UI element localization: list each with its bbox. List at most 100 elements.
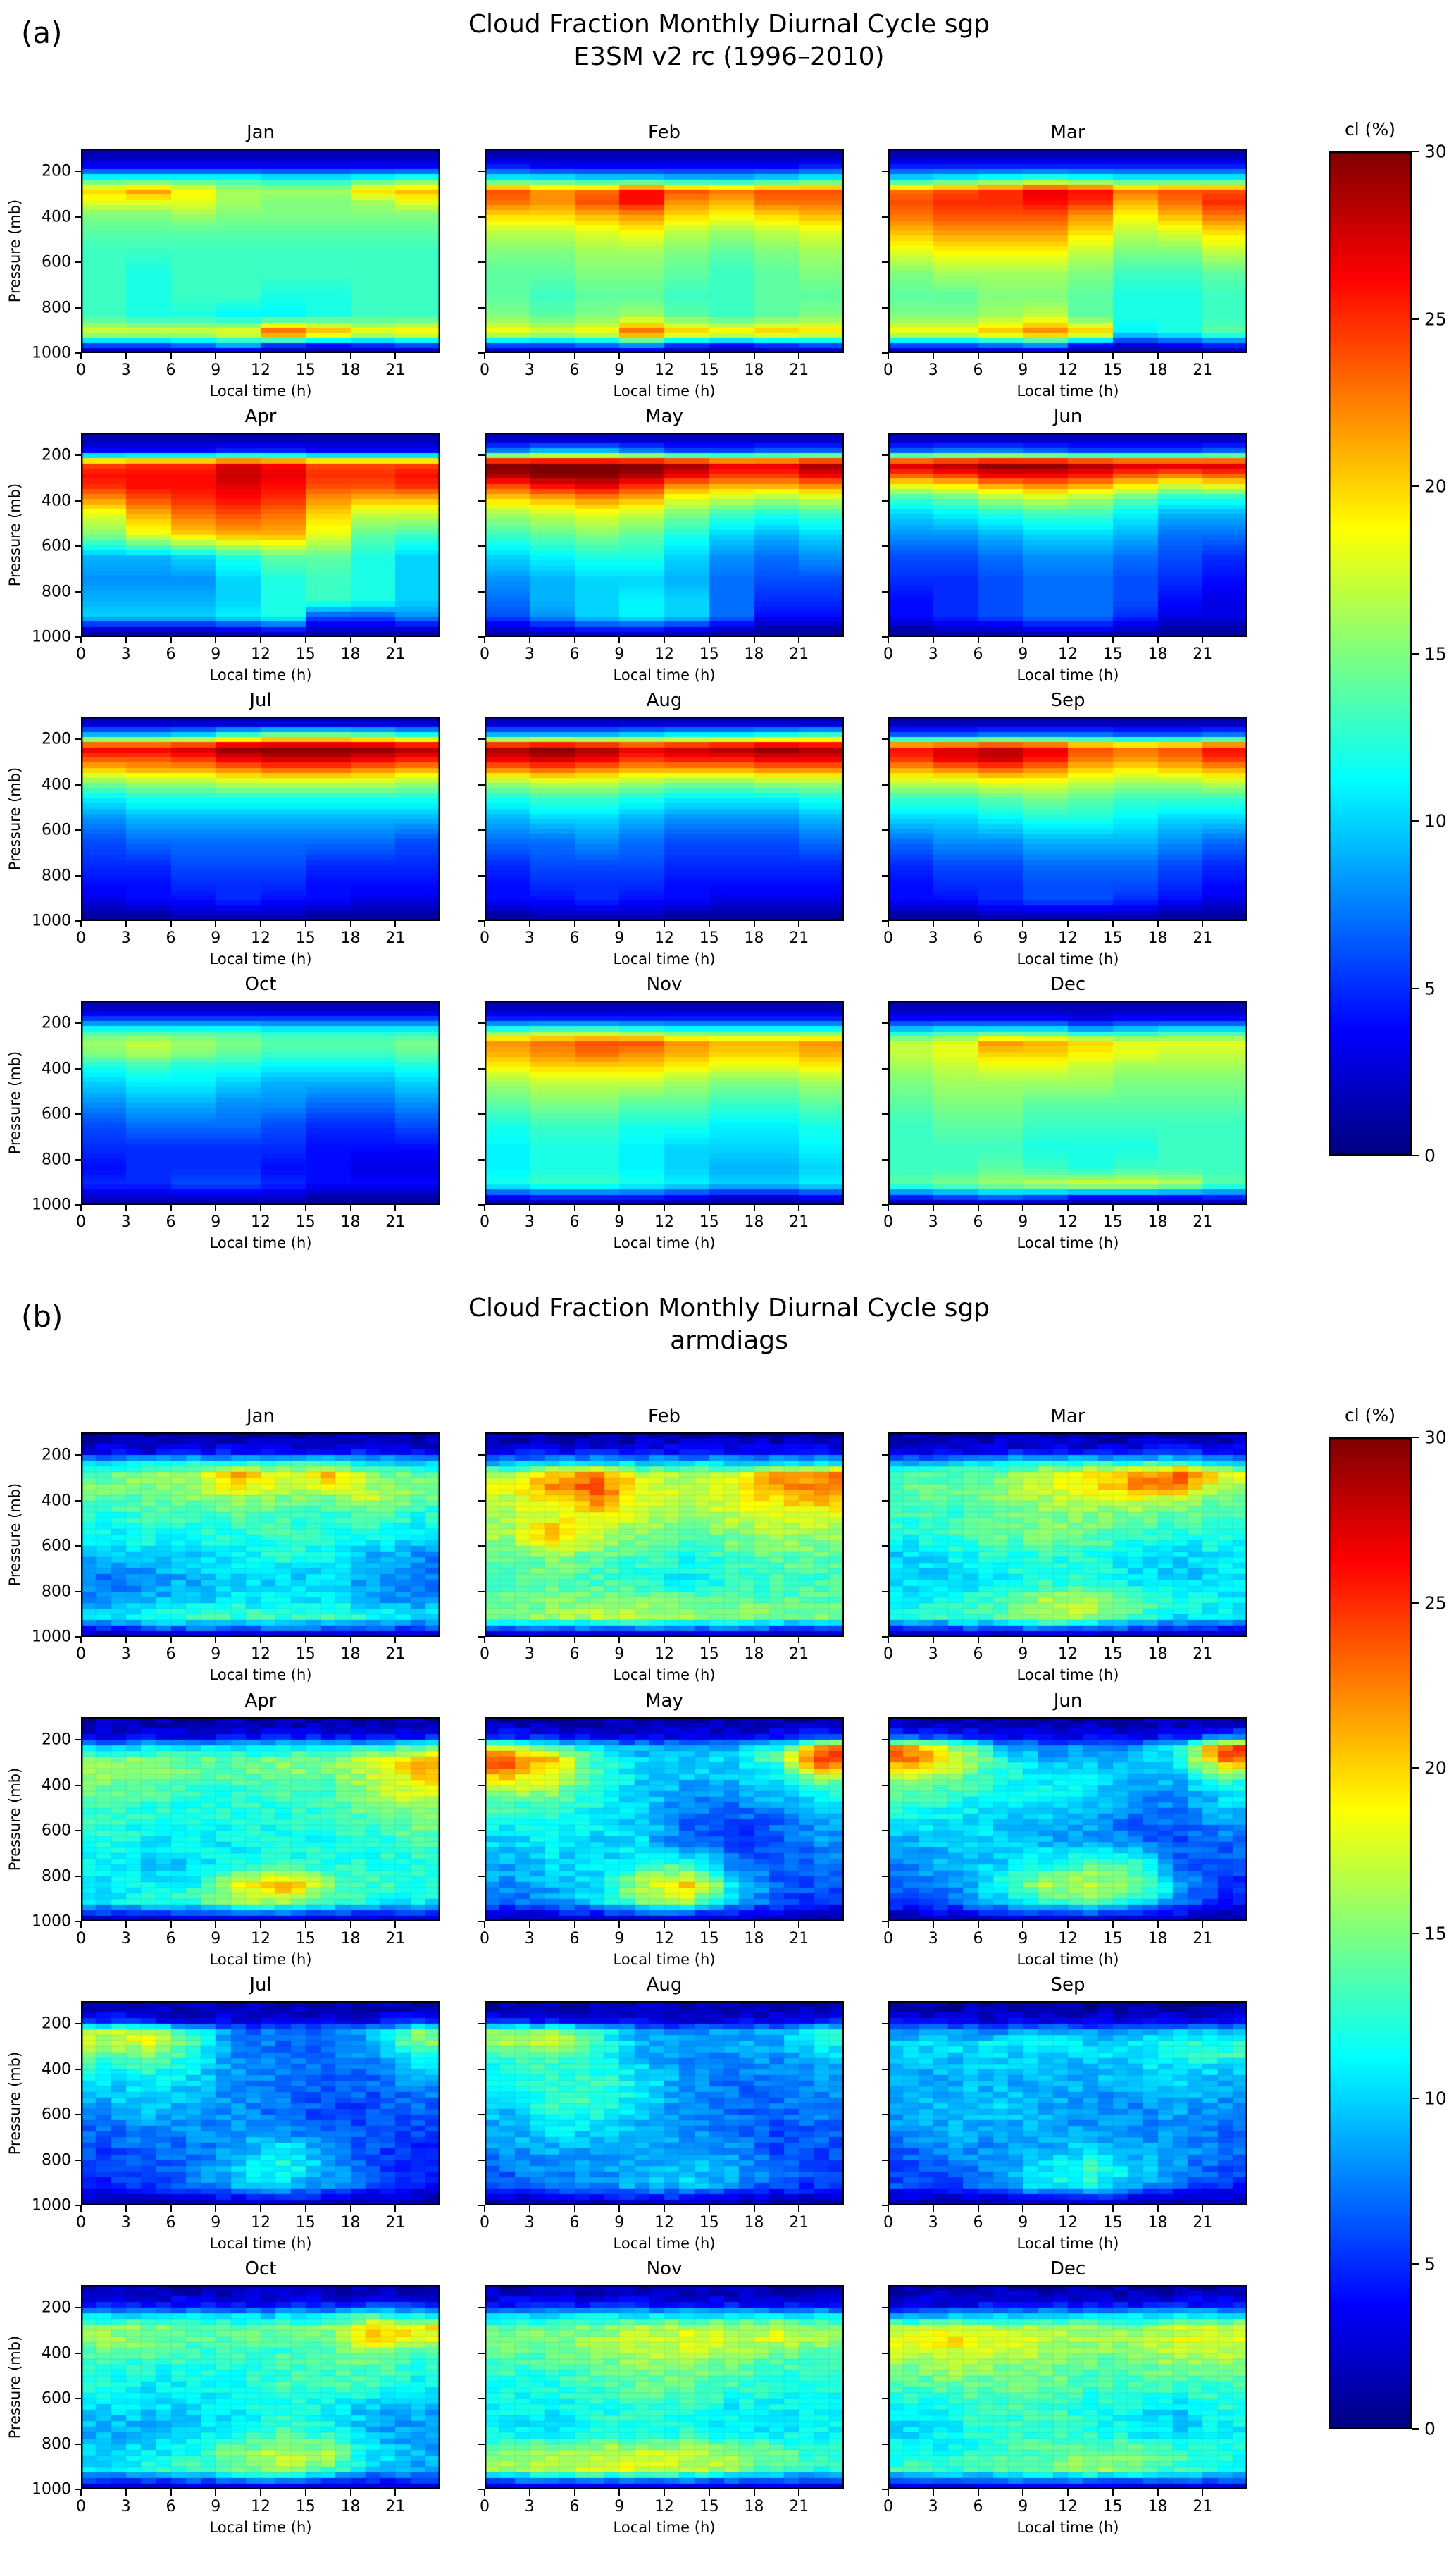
y-tick-mark [75, 500, 81, 502]
x-tick-label: 9 [1018, 1930, 1028, 1948]
x-tick-mark [170, 2205, 172, 2212]
colorbar-tick-mark [1412, 1437, 1419, 1438]
x-tick-label: 21 [385, 2498, 406, 2515]
x-tick-label: 9 [614, 2498, 625, 2515]
x-tick-label: 0 [883, 361, 893, 379]
y-tick-mark [478, 2023, 485, 2025]
subplot-title: Mar [1050, 1406, 1085, 1427]
x-tick-mark [484, 921, 485, 927]
heatmap-b-aug [485, 2001, 844, 2205]
heatmap-a-mar [888, 149, 1247, 353]
y-tick-label: 600 [42, 2389, 71, 2408]
x-tick-mark [798, 1921, 800, 1928]
x-tick-label: 12 [1058, 1645, 1078, 1663]
x-axis-label: Local time (h) [209, 1666, 312, 1683]
x-tick-mark [484, 353, 485, 359]
x-tick-mark [1022, 2205, 1024, 2212]
x-tick-mark [349, 1637, 351, 1643]
subplot-title: Feb [647, 122, 681, 143]
x-tick-mark [573, 353, 575, 359]
subplot-title: Nov [646, 2258, 683, 2279]
heatmap-b-jan [81, 1432, 440, 1637]
x-tick-label: 12 [1058, 2498, 1078, 2515]
x-tick-mark [977, 637, 979, 643]
x-tick-mark [618, 2489, 621, 2496]
panel-b-title: Cloud Fraction Monthly Diurnal Cycle sgp… [81, 1292, 1377, 1357]
y-axis-label: Pressure (mb) [6, 767, 23, 871]
x-tick-mark [528, 1637, 530, 1643]
x-tick-label: 3 [928, 2214, 938, 2232]
x-tick-label: 15 [699, 2498, 719, 2515]
x-tick-mark [1157, 1205, 1159, 1211]
x-tick-label: 9 [614, 1930, 625, 1948]
y-tick-label: 200 [42, 2014, 71, 2033]
x-tick-label: 6 [973, 1645, 983, 1663]
x-tick-label: 3 [120, 2498, 131, 2515]
y-tick-mark [882, 1067, 888, 1070]
y-tick-mark [882, 2159, 888, 2161]
x-tick-label: 6 [569, 645, 580, 663]
x-tick-mark [1067, 2489, 1069, 2496]
x-tick-label: 18 [1147, 2498, 1168, 2515]
x-tick-mark [708, 2205, 710, 2212]
x-tick-mark [260, 637, 261, 643]
x-tick-label: 6 [166, 2498, 176, 2515]
x-tick-mark [664, 353, 665, 359]
y-tick-mark [478, 738, 485, 741]
x-tick-label: 0 [480, 2498, 490, 2515]
x-tick-label: 6 [166, 645, 176, 663]
y-tick-mark [882, 2352, 888, 2354]
x-tick-label: 0 [480, 1645, 490, 1663]
x-tick-label: 12 [251, 1645, 270, 1663]
x-tick-label: 18 [1147, 1645, 1168, 1663]
x-tick-label: 3 [120, 361, 131, 379]
x-tick-label: 15 [699, 2214, 719, 2232]
y-tick-label: 600 [42, 2105, 71, 2124]
y-tick-mark [882, 2307, 888, 2309]
x-tick-mark [573, 637, 575, 643]
colorbar-b-gradient [1329, 1437, 1412, 2429]
y-tick-label: 400 [42, 1060, 71, 1078]
x-tick-mark [1112, 2489, 1114, 2496]
x-tick-mark [618, 1921, 621, 1928]
y-tick-mark [75, 352, 81, 354]
x-tick-label: 18 [1147, 2214, 1168, 2232]
x-tick-mark [1112, 1921, 1114, 1928]
y-axis-label: Pressure (mb) [6, 483, 23, 587]
heatmap-b-oct [81, 2285, 440, 2489]
y-tick-mark [882, 545, 888, 547]
x-tick-label: 0 [883, 929, 893, 947]
x-tick-label: 21 [1193, 1645, 1213, 1663]
subplot-title: Jan [246, 122, 275, 143]
x-tick-label: 15 [1102, 645, 1123, 663]
x-axis-label: Local time (h) [209, 1234, 312, 1251]
x-tick-mark [664, 637, 665, 643]
x-tick-mark [349, 2489, 351, 2496]
x-tick-label: 15 [1102, 361, 1123, 379]
x-tick-label: 0 [480, 929, 490, 947]
colorbar-tick-mark [1412, 987, 1419, 989]
x-tick-mark [708, 353, 710, 359]
x-tick-label: 9 [614, 1213, 625, 1231]
x-tick-label: 6 [569, 2214, 580, 2232]
y-tick-mark [882, 1113, 888, 1115]
y-tick-mark [882, 261, 888, 264]
y-tick-mark [75, 1022, 81, 1025]
y-tick-mark [478, 1158, 485, 1161]
x-tick-label: 21 [789, 1213, 809, 1231]
x-tick-label: 0 [883, 2214, 893, 2232]
x-tick-mark [394, 1637, 397, 1643]
x-tick-label: 6 [569, 1930, 580, 1948]
subplot-title: Dec [1050, 974, 1086, 995]
x-tick-label: 12 [654, 645, 674, 663]
x-tick-label: 9 [211, 2214, 221, 2232]
x-tick-mark [170, 1205, 172, 1211]
y-tick-mark [75, 1636, 81, 1638]
x-tick-label: 12 [654, 1930, 674, 1948]
x-tick-label: 0 [76, 2214, 86, 2232]
x-tick-mark [215, 637, 217, 643]
x-tick-mark [1112, 921, 1114, 927]
subplot-a-jul: Jul 0 3 6 9 12 15 18 21 200 400 600 800 1000 Local tim… [6, 690, 440, 977]
x-tick-label: 0 [883, 645, 893, 663]
colorbar-tick-label: 15 [1424, 1923, 1447, 1943]
